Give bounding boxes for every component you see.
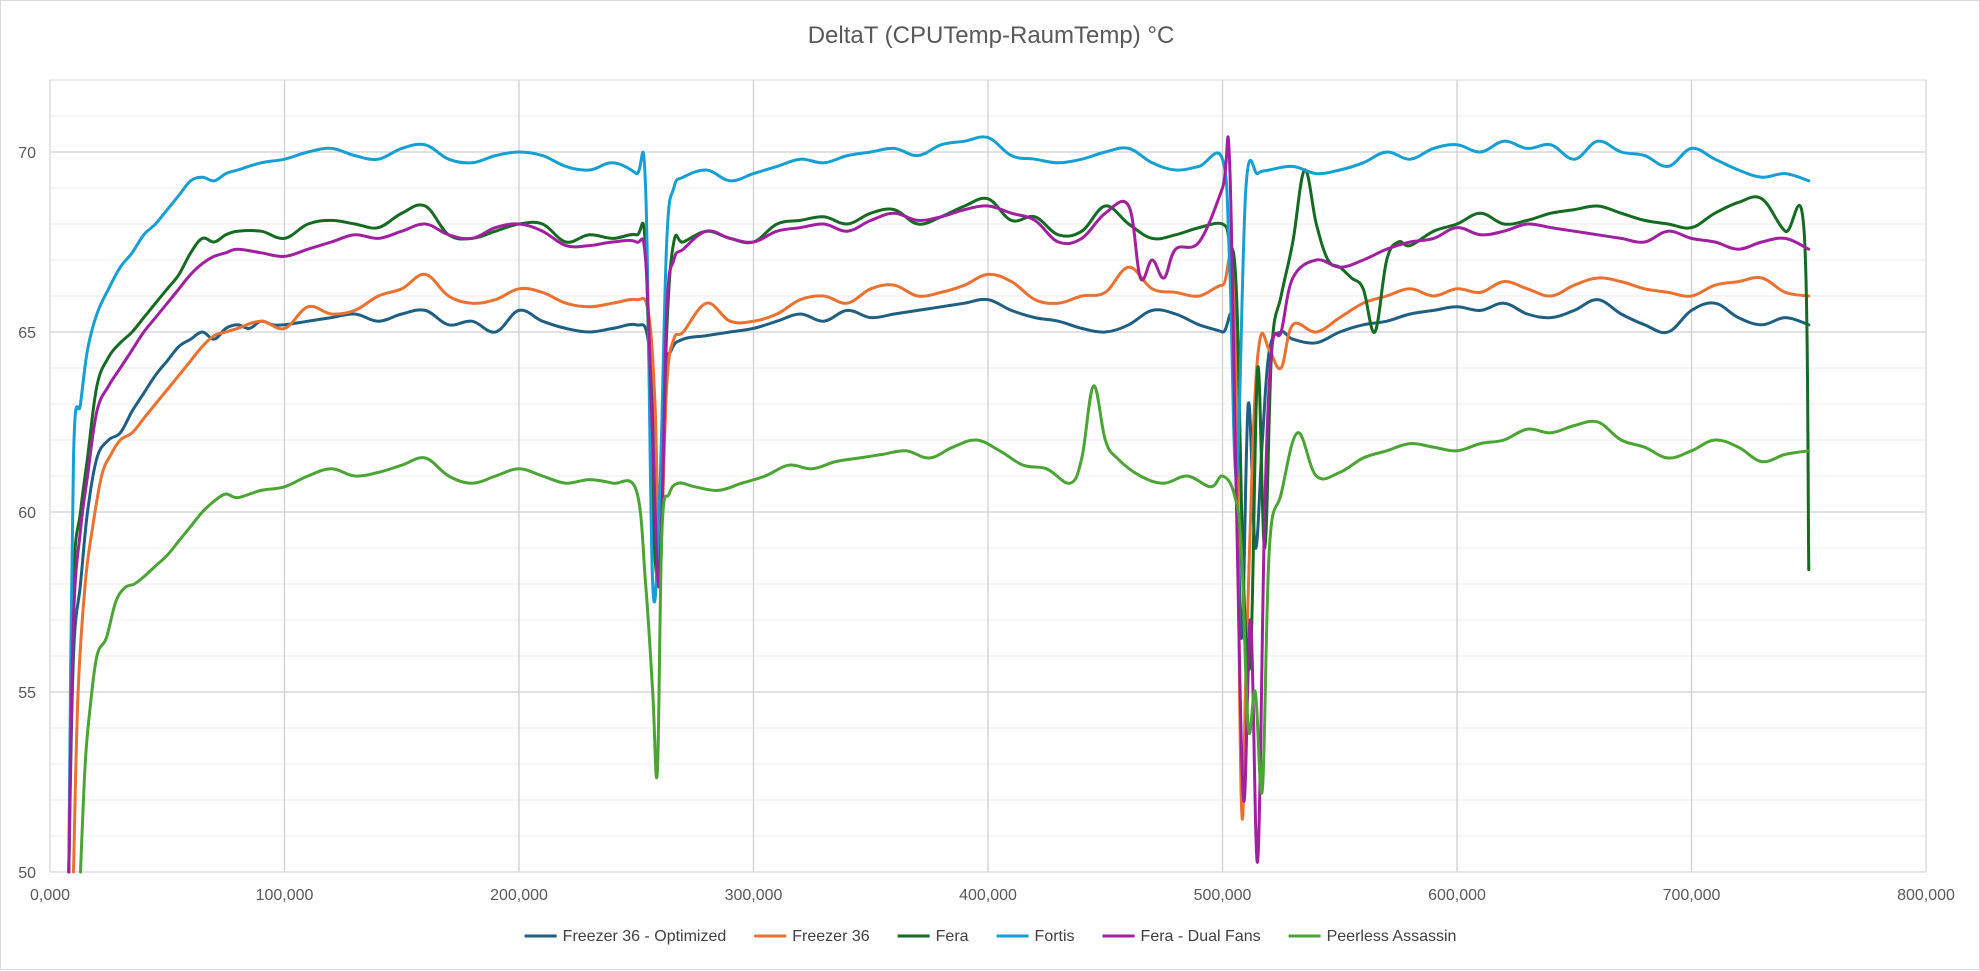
series-line-6 bbox=[79, 384, 1811, 874]
series-line-5 bbox=[67, 135, 1811, 874]
legend-item: Fortis bbox=[996, 928, 1075, 945]
x-tick-label: 300,000 bbox=[725, 887, 783, 904]
plot-area-border bbox=[49, 79, 1927, 873]
legend-item: Fera bbox=[897, 928, 969, 945]
x-tick-label: 500,000 bbox=[1194, 887, 1252, 904]
legend-item: Peerless Assassin bbox=[1288, 928, 1457, 945]
series-line-2 bbox=[72, 250, 1811, 874]
legend: Freezer 36 - Optimized Freezer 36 Fera Fort… bbox=[524, 928, 1457, 945]
legend-item: Freezer 36 - Optimized bbox=[524, 928, 727, 945]
y-tick-label: 70 bbox=[18, 145, 36, 162]
legend-label: Peerless Assassin bbox=[1327, 928, 1457, 945]
y-tick-label: 65 bbox=[18, 325, 36, 342]
series-line-3 bbox=[67, 168, 1811, 874]
legend-label: Fera - Dual Fans bbox=[1141, 928, 1261, 945]
legend-label: Freezer 36 bbox=[792, 928, 869, 945]
x-tick-label: 400,000 bbox=[959, 887, 1017, 904]
x-axis-tick-labels: 0,000 100,000 200,000 300,000 400,000 500,000… bbox=[30, 887, 1955, 904]
legend-label: Fera bbox=[936, 928, 969, 945]
legend-item: Freezer 36 bbox=[754, 928, 870, 945]
legend-label: Freezer 36 - Optimized bbox=[563, 928, 727, 945]
x-tick-label: 0,000 bbox=[30, 887, 70, 904]
series-lines bbox=[67, 135, 1811, 874]
y-tick-label: 60 bbox=[18, 505, 36, 522]
x-tick-label: 800,000 bbox=[1897, 887, 1955, 904]
series-line-4 bbox=[67, 135, 1811, 874]
y-axis-tick-labels: 50 55 60 65 70 bbox=[18, 145, 36, 882]
legend-item: Fera - Dual Fans bbox=[1102, 928, 1261, 945]
x-tick-label: 100,000 bbox=[256, 887, 314, 904]
series-line-1 bbox=[67, 297, 1811, 874]
x-tick-label: 600,000 bbox=[1428, 887, 1486, 904]
chart-title: DeltaT (CPUTemp-RaumTemp) °C bbox=[808, 22, 1175, 49]
y-tick-label: 50 bbox=[18, 865, 36, 882]
x-tick-label: 700,000 bbox=[1663, 887, 1721, 904]
y-tick-label: 55 bbox=[18, 685, 36, 702]
legend-label: Fortis bbox=[1035, 928, 1075, 945]
x-tick-label: 200,000 bbox=[490, 887, 548, 904]
